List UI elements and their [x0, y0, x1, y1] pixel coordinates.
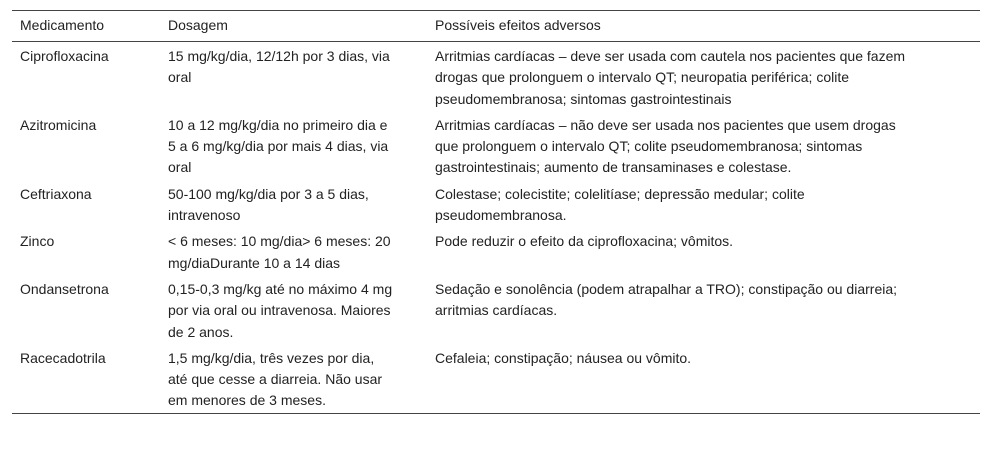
- table-cell: 10 a 12 mg/kg/dia no primeiro dia e 5 a …: [168, 116, 389, 176]
- table-row: Racecadotrila 1,5 mg/kg/dia, três vezes p…: [12, 344, 980, 414]
- table-cell: Zinco: [20, 233, 55, 250]
- table-cell: Racecadotrila: [20, 349, 106, 366]
- table-cell: 0,15-0,3 mg/kg até no máximo 4 mg por vi…: [168, 280, 393, 340]
- table-row: Ceftriaxona 50-100 mg/kg/dia por 3 a 5 di…: [12, 180, 980, 228]
- table-body: Ciprofloxacina 15 mg/kg/dia, 12/12h por 3…: [12, 42, 980, 414]
- table-cell: Arritmias cardíacas – não deve ser usada…: [435, 116, 896, 176]
- table-cell: Ondansetrona: [20, 280, 109, 297]
- table-cell: < 6 meses: 10 mg/dia> 6 meses: 20 mg/dia…: [168, 233, 391, 271]
- table-row: Zinco < 6 meses: 10 mg/dia> 6 meses: 20 m…: [12, 227, 980, 275]
- header-row: Medicamento Dosagem Possíveis efeitos adve…: [12, 10, 980, 42]
- header-cell: Possíveis efeitos adversos: [435, 17, 601, 33]
- table-cell: Ceftriaxona: [20, 185, 92, 202]
- table-cell: 1,5 mg/kg/dia, três vezes por dia, até q…: [168, 349, 383, 409]
- table-row: Azitromicina 10 a 12 mg/kg/dia no primeir…: [12, 111, 980, 180]
- table-cell: 15 mg/kg/dia, 12/12h por 3 dias, via ora…: [168, 48, 390, 86]
- table-cell: Azitromicina: [20, 116, 97, 133]
- header-cell: Medicamento: [20, 17, 105, 33]
- table-row: Ciprofloxacina 15 mg/kg/dia, 12/12h por 3…: [12, 42, 980, 111]
- table-cell: 50-100 mg/kg/dia por 3 a 5 dias, intrave…: [168, 185, 369, 224]
- table-row: Ondansetrona 0,15-0,3 mg/kg até no máximo…: [12, 275, 980, 344]
- table-cell: Arritmias cardíacas – deve ser usada com…: [435, 48, 906, 107]
- table-cell: Ciprofloxacina: [20, 48, 109, 64]
- table-cell: Sedação e sonolência (podem atrapalhar a…: [435, 280, 898, 319]
- drug-table: Medicamento Dosagem Possíveis efeitos adve…: [12, 10, 980, 414]
- table-cell: Colestase; colecistite; colelitíase; dep…: [435, 185, 805, 224]
- table-cell: Pode reduzir o efeito da ciprofloxacina;…: [435, 233, 734, 250]
- header-cell: Dosagem: [168, 17, 228, 33]
- table-cell: Cefaleia; constipação; náusea ou vômito.: [435, 349, 692, 366]
